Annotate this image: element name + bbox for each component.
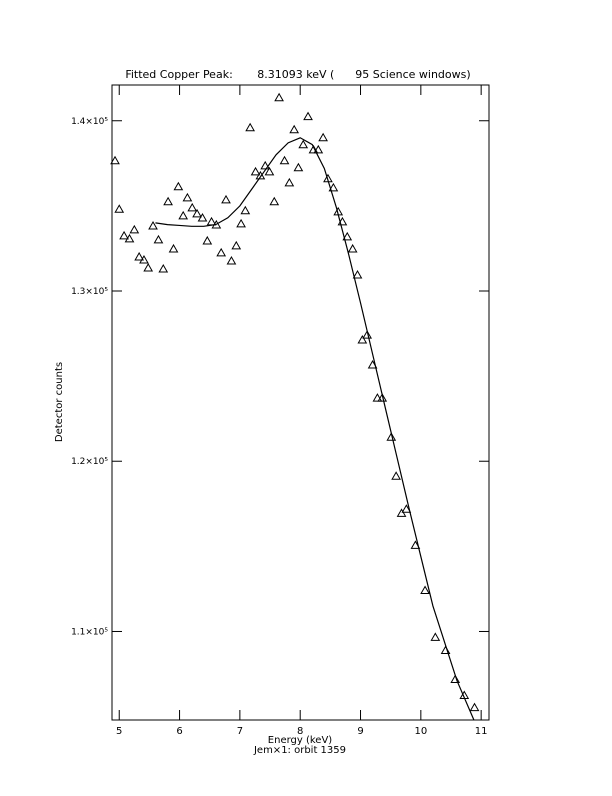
y-axis-label: Detector counts [54, 362, 65, 442]
data-point [342, 231, 353, 241]
x-axis-label: Energy (keV) [268, 735, 333, 746]
data-point [293, 162, 304, 172]
data-point [153, 234, 164, 244]
data-point [469, 702, 480, 712]
data-point [255, 170, 266, 180]
data-point [377, 393, 388, 402]
data-point [236, 218, 246, 228]
data-point [274, 92, 284, 102]
data-point [163, 196, 173, 206]
data-point [396, 508, 407, 517]
data-point [357, 335, 368, 344]
x-tick-label: 6 [176, 726, 182, 737]
data-point [187, 202, 198, 212]
data-point [401, 504, 412, 513]
data-point [284, 177, 295, 187]
data-point [192, 208, 202, 218]
x-tick-label: 7 [237, 726, 243, 737]
data-point [114, 204, 125, 213]
data-point [216, 247, 227, 257]
data-point [264, 166, 275, 176]
data-point [362, 330, 373, 339]
data-point [197, 212, 208, 222]
data-point [202, 235, 213, 245]
y-tick-label: 1.3×10⁵ [71, 287, 108, 297]
data-point [250, 166, 261, 176]
data-point [308, 144, 319, 154]
subtitle: Jem×1: orbit 1359 [253, 745, 346, 756]
data-point [143, 263, 154, 272]
x-tick-label: 9 [357, 726, 363, 737]
fit-line [155, 137, 475, 721]
data-point [260, 160, 271, 170]
data-point [289, 124, 300, 134]
data-point [386, 432, 397, 441]
data-point [269, 196, 280, 206]
x-tick-label: 5 [116, 726, 122, 737]
data-point [420, 585, 430, 594]
data-point [313, 144, 324, 154]
data-point [303, 111, 313, 121]
data-point [231, 240, 242, 250]
data-point [182, 192, 193, 202]
data-point [178, 210, 189, 220]
data-point [240, 205, 251, 215]
data-point [148, 220, 158, 230]
data-point [129, 224, 140, 234]
x-tick-label: 10 [414, 726, 427, 737]
chart-title: Fitted Copper Peak: 8.31093 keV ( 95 Sci… [125, 68, 470, 81]
y-tick-label: 1.4×10⁵ [71, 117, 108, 127]
data-point [328, 182, 339, 192]
data-point [298, 139, 309, 149]
data-point [226, 256, 237, 265]
data-point [110, 155, 120, 165]
y-tick-label: 1.2×10⁵ [71, 457, 108, 467]
data-point [158, 264, 169, 273]
plot-frame [111, 84, 490, 721]
data-point [430, 632, 441, 641]
data-point [139, 255, 149, 264]
y-tick-label: 1.1×10⁵ [71, 627, 108, 637]
data-point [173, 181, 184, 191]
data-point [372, 393, 383, 402]
data-point [347, 243, 358, 253]
data-point [450, 674, 461, 683]
data-point [391, 471, 401, 480]
data-point [318, 132, 328, 142]
data-point [245, 122, 255, 132]
data-point [134, 251, 145, 261]
x-tick-label: 8 [297, 726, 303, 737]
data-point [119, 230, 129, 240]
data-point [279, 155, 290, 165]
data-point [124, 233, 135, 243]
data-point [221, 194, 231, 204]
data-point [352, 269, 363, 279]
x-tick-label: 11 [475, 726, 488, 737]
data-point [168, 243, 179, 253]
